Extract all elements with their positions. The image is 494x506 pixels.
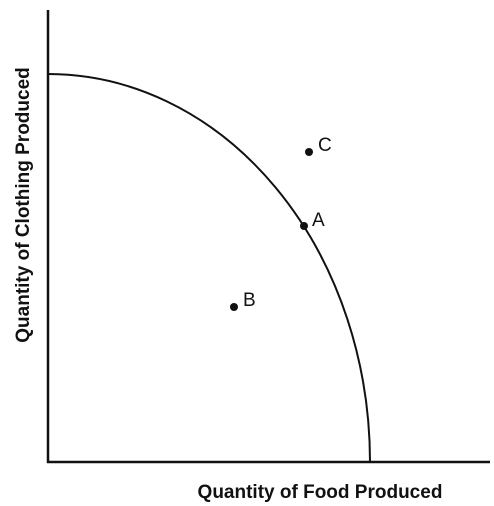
point-label: A [312, 210, 325, 231]
x-axis-label: Quantity of Food Produced [198, 482, 443, 503]
ppf-curve [47, 73, 371, 463]
y-axis-label: Quantity of Clothing Produced [13, 67, 34, 342]
point-dot [300, 222, 308, 230]
point-dot [230, 303, 238, 311]
point-dot [305, 148, 313, 156]
point-label: B [243, 290, 256, 311]
point-label: C [318, 135, 332, 156]
